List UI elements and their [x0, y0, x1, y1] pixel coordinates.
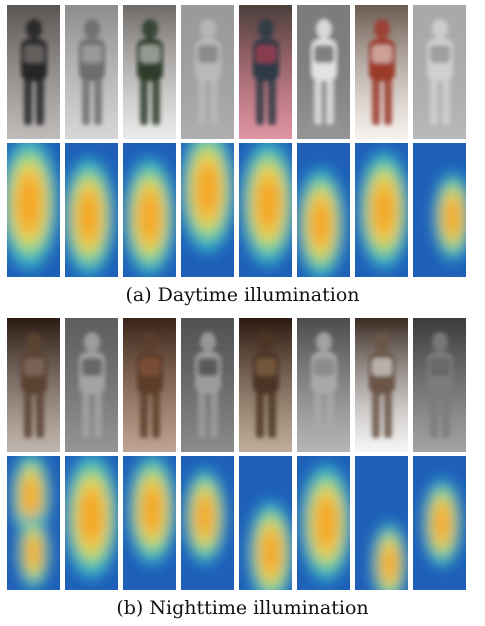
night-photo-6: [297, 318, 350, 452]
daytime-photo-row: [7, 5, 481, 139]
night-heatmap-7: [355, 456, 408, 590]
night-photo-4: [181, 318, 234, 452]
day-heatmap-6: [297, 143, 350, 277]
day-heatmap-3: [123, 143, 176, 277]
night-heatmap-3: [123, 456, 176, 590]
night-photo-5: [239, 318, 292, 452]
day-photo-3: [123, 5, 176, 139]
day-heatmap-1: [7, 143, 60, 277]
day-photo-7: [355, 5, 408, 139]
night-heatmap-1: [7, 456, 60, 590]
day-heatmap-8: [413, 143, 466, 277]
daytime-heatmap-row: [7, 143, 481, 277]
night-heatmap-4: [181, 456, 234, 590]
night-heatmap-2: [65, 456, 118, 590]
caption-nighttime: (b) Nighttime illumination: [116, 597, 369, 619]
night-photo-3: [123, 318, 176, 452]
night-photo-7: [355, 318, 408, 452]
day-heatmap-5: [239, 143, 292, 277]
day-photo-4: [181, 5, 234, 139]
day-photo-2: [65, 5, 118, 139]
day-heatmap-7: [355, 143, 408, 277]
day-photo-1: [7, 5, 60, 139]
caption-daytime: (a) Daytime illumination: [125, 284, 360, 306]
day-photo-6: [297, 5, 350, 139]
nighttime-heatmap-row: [7, 456, 481, 590]
night-photo-2: [65, 318, 118, 452]
night-photo-8: [413, 318, 466, 452]
night-heatmap-6: [297, 456, 350, 590]
day-heatmap-4: [181, 143, 234, 277]
night-photo-1: [7, 318, 60, 452]
night-heatmap-5: [239, 456, 292, 590]
nighttime-photo-row: [7, 318, 481, 452]
day-photo-8: [413, 5, 466, 139]
day-photo-5: [239, 5, 292, 139]
night-heatmap-8: [413, 456, 466, 590]
day-heatmap-2: [65, 143, 118, 277]
